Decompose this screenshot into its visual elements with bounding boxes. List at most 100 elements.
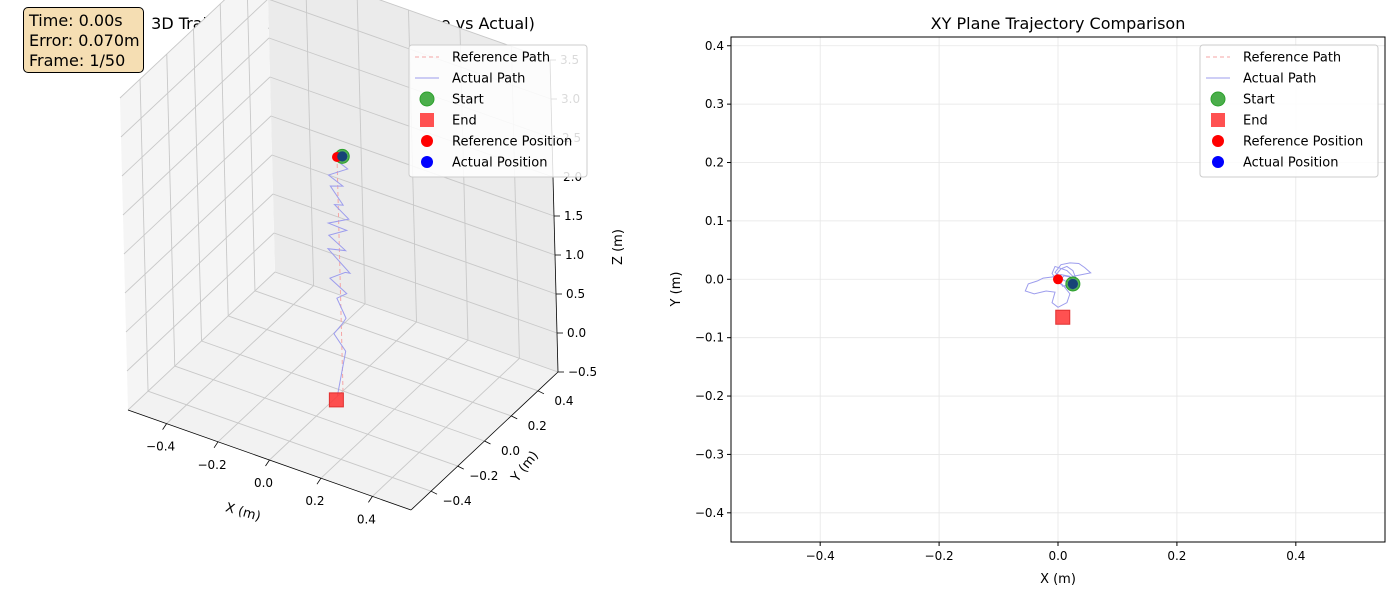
end-legend-swatch	[1211, 113, 1225, 127]
reference-position-legend-swatch	[421, 135, 433, 147]
actual-position-legend-swatch	[421, 156, 433, 168]
z-gridline-back	[378, 0, 551, 61]
z-gridline-side	[127, 271, 276, 411]
x-tick-label: −0.4	[146, 440, 175, 454]
legend-frame	[1199, 44, 1379, 178]
legend-3d: Reference Path Actual Path Start End Referen…	[408, 44, 588, 178]
actual-path-line	[1024, 262, 1092, 308]
z-tick-label: 1.5	[564, 209, 583, 223]
end-legend-label: End	[1243, 114, 1268, 129]
x-tick	[162, 423, 167, 430]
end-legend-label: End	[452, 114, 477, 129]
y-tick-label: 0.4	[705, 39, 724, 53]
end-legend-swatch	[420, 113, 434, 127]
z-gridline-back	[272, 193, 557, 295]
2d-data-marks	[1024, 262, 1092, 325]
x-tick	[213, 441, 219, 449]
reference-position-legend-swatch	[1212, 135, 1224, 147]
x-tick-label: 0.2	[1167, 549, 1186, 563]
reference-path-legend-label: Reference Path	[1243, 51, 1341, 66]
start-legend-swatch	[1210, 91, 1226, 107]
x-tick-label: 0.4	[1286, 549, 1305, 563]
actual-position-legend-swatch	[1212, 156, 1224, 168]
z-axis-label-3d: Z (m)	[611, 229, 626, 265]
y-gridline-floor	[228, 315, 512, 417]
y-gridline-floor	[254, 290, 539, 392]
y-tick	[537, 390, 545, 395]
legend-frame	[408, 44, 588, 178]
x-tick	[265, 459, 270, 467]
x-tick-label: 0.0	[1048, 549, 1067, 563]
z-gridline-side	[124, 154, 273, 294]
y-tick-label: −0.4	[442, 494, 471, 508]
z-gridline-side	[119, 0, 226, 99]
y-axis-label-2d: Y (m)	[669, 272, 684, 308]
y-gridline-floor	[147, 390, 432, 492]
actual-path-legend-label: Actual Path	[1243, 72, 1316, 87]
x-axis-label-2d: X (m)	[1040, 572, 1076, 587]
y-tick	[457, 465, 464, 470]
y-tick	[484, 440, 491, 445]
z-gridline-side	[125, 193, 274, 333]
y-tick-label: 0.3	[705, 97, 724, 111]
actual-position-legend-label: Actual Position	[452, 156, 547, 171]
actual-over-start-marker	[1067, 278, 1078, 289]
y-tick-label: −0.4	[695, 506, 724, 520]
start-legend-swatch	[419, 91, 435, 107]
actual-over-start-3d-marker	[337, 151, 348, 162]
x-tick-label: −0.2	[925, 549, 954, 563]
legend-2d: Reference Path Actual Path Start End Referen…	[1199, 44, 1379, 178]
status-info-box: Time: 0.00s Error: 0.070m Frame: 1/50	[23, 7, 144, 73]
z-tick-label: 0.5	[566, 287, 585, 301]
y-tick-label: 0.1	[705, 214, 724, 228]
x-tick-label: 0.4	[357, 512, 376, 526]
y-gridline-floor	[174, 365, 458, 467]
3d-data-marks	[326, 148, 352, 408]
z-tick-label: 0.0	[567, 326, 586, 340]
reference-position-legend-label: Reference Position	[452, 135, 572, 150]
z-tick-label: 1.0	[565, 248, 584, 262]
error-readout: Error: 0.070m	[29, 31, 140, 50]
z-gridline-back	[273, 232, 558, 334]
trajectory-3d-chart: 3D Trajectory Comparison (Reference vs A…	[119, 0, 626, 526]
y-tick	[430, 490, 438, 495]
side-pane	[120, 0, 275, 410]
chart-title-2d: XY Plane Trajectory Comparison	[931, 14, 1186, 33]
x-tick-label: −0.4	[806, 549, 835, 563]
time-readout: Time: 0.00s	[29, 11, 123, 30]
z-gridline-back	[271, 154, 556, 256]
z-gridline-side	[123, 115, 272, 255]
z-gridline-side	[122, 76, 271, 216]
reference-position-legend-label: Reference Position	[1243, 135, 1363, 150]
reference-position-marker	[1053, 274, 1063, 285]
end-marker	[1055, 309, 1071, 325]
z-gridline-back	[274, 271, 559, 373]
reference-path-legend-label: Reference Path	[452, 51, 550, 66]
z-gridline-side	[126, 232, 275, 372]
y-tick-label: −0.3	[695, 447, 724, 461]
y-tick-label: −0.2	[695, 389, 724, 403]
start-legend-label: Start	[1243, 93, 1275, 108]
actual-position-legend-label: Actual Position	[1243, 156, 1338, 171]
y-tick-label: 0.4	[554, 394, 573, 408]
z-gridline-side	[120, 0, 268, 138]
y-tick	[511, 415, 518, 420]
z-tick-label: −0.5	[568, 365, 597, 379]
2d-tick-labels: −0.4 −0.2 0.0 0.2 0.4 −0.4 −0.3 −0.2 −0.1 0.0 0.1 0…	[695, 39, 1306, 563]
y-tick-label: −0.1	[695, 331, 724, 345]
z-gridline-side	[121, 37, 270, 177]
xy-plane-chart: XY Plane Trajectory Comparison −0.4 −0.2 0…	[669, 14, 1386, 587]
frame-readout: Frame: 1/50	[29, 51, 126, 70]
y-tick-label: 0.0	[705, 272, 724, 286]
y-tick-label: 0.0	[501, 444, 520, 458]
x-tick-label: −0.2	[197, 458, 226, 472]
x-tick-label: 0.2	[305, 494, 324, 508]
actual-path-legend-label: Actual Path	[452, 72, 525, 87]
end-3d-marker	[328, 392, 344, 408]
x-tick	[368, 496, 373, 503]
x-tick	[316, 477, 322, 485]
x-axis-label-3d: X (m)	[224, 500, 263, 524]
start-legend-label: Start	[452, 93, 484, 108]
y-tick-label: −0.2	[469, 469, 498, 483]
